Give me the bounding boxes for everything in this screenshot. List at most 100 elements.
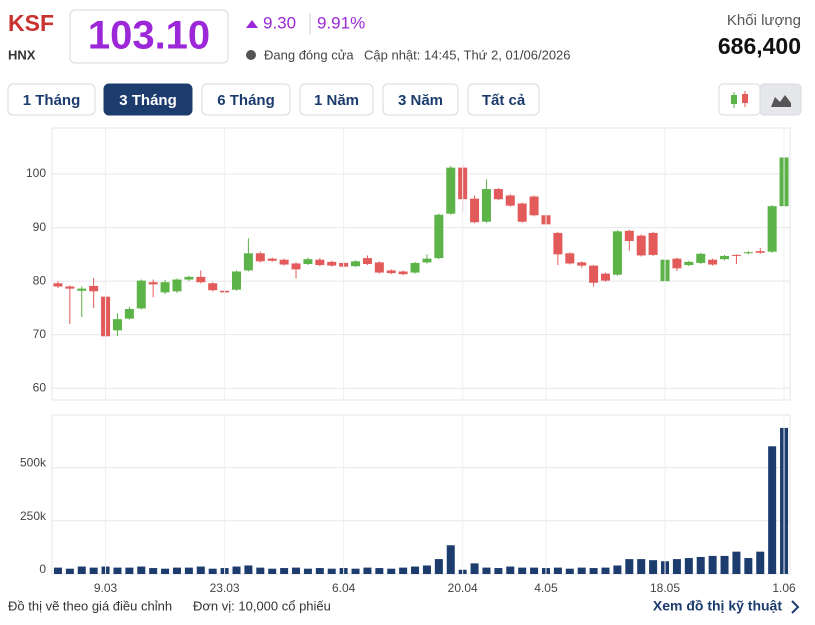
- volume-bar: [113, 567, 122, 574]
- tab-button[interactable]: [299, 83, 374, 116]
- candle-body: [77, 288, 87, 291]
- candle-body: [434, 214, 444, 259]
- candle-body: [767, 206, 777, 252]
- volume-bar: [280, 568, 289, 574]
- link-arrow: [791, 600, 800, 614]
- y-tick-label: 0: [39, 562, 46, 576]
- candle-body: [362, 258, 372, 264]
- volume-bar: [589, 568, 598, 574]
- candle-body: [743, 252, 753, 254]
- candle-body: [172, 279, 182, 292]
- up-arrow: [246, 20, 258, 28]
- candle-body: [470, 198, 480, 223]
- x-tick-label: 23.03: [210, 581, 240, 595]
- volume-frame: [51, 414, 791, 575]
- candle-body: [624, 230, 634, 241]
- x-tick-label: 4.05: [534, 581, 558, 595]
- candle-body: [196, 276, 206, 283]
- volume-bar: [565, 568, 574, 574]
- candle-body: [755, 251, 765, 253]
- volume-bar: [613, 565, 622, 574]
- volume-label: Khối lượng: [727, 12, 801, 29]
- footer-note: Đồ thị vẽ theo giá điều chỉnh: [8, 598, 172, 613]
- y-tick-label: 60: [33, 380, 47, 394]
- candle-body: [53, 283, 63, 287]
- volume-bar: [184, 567, 193, 574]
- volume-bar: [89, 567, 98, 574]
- plots: 60 70 80 90 100 0 250k 500k 9.03 23.03 6.04 20.04 4.…: [20, 128, 796, 595]
- tab-button[interactable]: [467, 83, 540, 116]
- volume-bar: [434, 559, 443, 574]
- candle-body: [696, 253, 706, 263]
- x-tick-label: 20.04: [448, 581, 478, 595]
- volume-bar: [149, 568, 158, 574]
- volume-bar: [530, 567, 539, 574]
- candle-body: [208, 283, 218, 291]
- tab-button[interactable]: [382, 83, 459, 116]
- technical-link[interactable]: Xem đồ thị kỹ thuật: [653, 598, 782, 614]
- status-dot: [246, 50, 256, 60]
- tab-button[interactable]: [7, 83, 96, 116]
- candle-body: [612, 231, 622, 275]
- volume-bar: [708, 555, 717, 574]
- volume-bar: [637, 559, 646, 574]
- volume-bar: [244, 565, 253, 574]
- tab-label: 3 Năm: [398, 92, 443, 109]
- volume-bar: [327, 568, 336, 574]
- x-tick-label: 1.06: [772, 581, 796, 595]
- volume-bar: [387, 568, 396, 574]
- price: 103.10: [88, 14, 210, 58]
- volume-bar: [399, 567, 408, 574]
- volume-bar: [363, 567, 372, 574]
- x-tick-label: 9.03: [94, 581, 118, 595]
- candle-body: [89, 285, 99, 292]
- volume-bar: [696, 556, 705, 574]
- candle-body: [422, 258, 432, 263]
- candle-body: [136, 280, 146, 309]
- volume-bar: [422, 565, 431, 574]
- volume-bar: [625, 559, 634, 574]
- tab-button[interactable]: [103, 83, 193, 116]
- volume-bar: [232, 566, 241, 574]
- candle-body: [601, 273, 610, 281]
- candle-body: [672, 258, 682, 269]
- volume-bar: [53, 567, 62, 574]
- volume-bar: [601, 567, 610, 574]
- candle-body: [731, 254, 741, 256]
- volume-bar: [351, 568, 360, 574]
- candle-body: [243, 253, 253, 271]
- candle-body: [636, 235, 646, 256]
- tab-label: 6 Tháng: [217, 92, 275, 109]
- volume-bar: [672, 559, 681, 574]
- candle-body: [446, 167, 456, 214]
- tab-label: 1 Năm: [314, 92, 359, 109]
- volume-bar: [292, 567, 301, 574]
- volume-bar: [553, 567, 562, 574]
- y-tick-label: 100: [26, 166, 46, 180]
- candle-body: [112, 319, 122, 331]
- y-tick-label: 90: [33, 220, 47, 234]
- y-tick-label: 70: [33, 327, 47, 341]
- x-tick-label: 18.05: [650, 581, 680, 595]
- volume-total: 686,400: [718, 33, 801, 59]
- volume-bar: [315, 568, 324, 574]
- volume-bar: [494, 568, 503, 574]
- price-box: [69, 9, 229, 64]
- candle-body: [267, 258, 277, 261]
- candle-view-button[interactable]: [718, 83, 761, 116]
- candle-body: [255, 253, 265, 262]
- candle-body: [160, 282, 170, 293]
- updated: Cập nhật: 14:45, Thứ 2, 01/06/2026: [364, 47, 571, 62]
- volume-bar: [482, 567, 491, 574]
- candle-body: [315, 259, 325, 266]
- area-view-button[interactable]: [759, 83, 802, 116]
- volume-bar: [77, 566, 86, 574]
- volume-bar: [196, 566, 205, 574]
- tab-button[interactable]: [201, 83, 291, 116]
- candle-body: [327, 261, 337, 266]
- candle-body: [279, 259, 289, 265]
- candle-body: [553, 232, 563, 255]
- candle-body: [529, 196, 539, 216]
- candle-body: [351, 261, 361, 267]
